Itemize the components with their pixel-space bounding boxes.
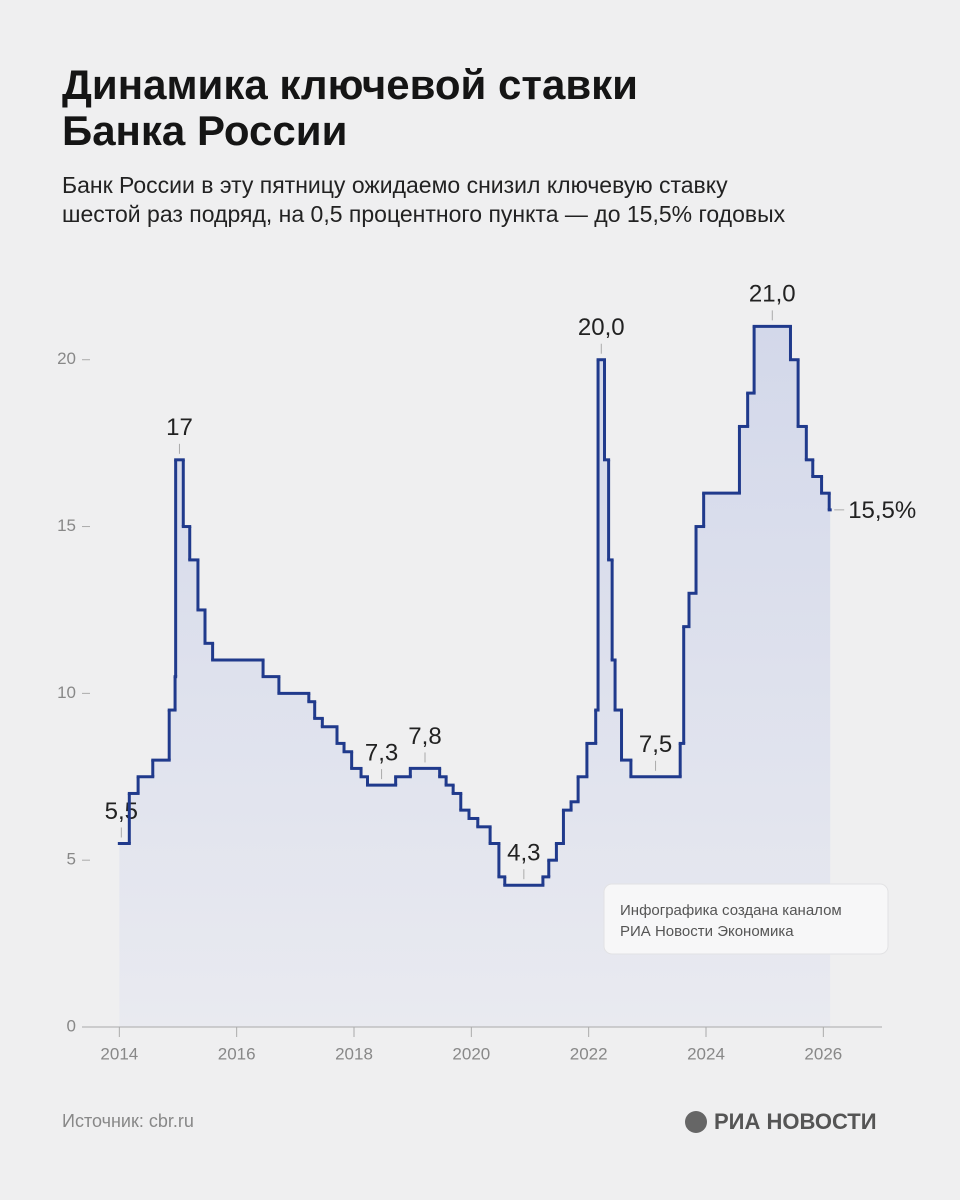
- value-label: 15,5%: [848, 497, 916, 524]
- y-tick-label: 5: [67, 850, 76, 869]
- x-tick-label: 2022: [570, 1044, 608, 1063]
- y-tick-label: 15: [57, 516, 76, 535]
- subtitle: Банк России в эту пятницу ожидаемо снизи…: [62, 172, 728, 198]
- value-label: 17: [166, 414, 193, 441]
- title: Банка России: [62, 107, 347, 154]
- x-tick-label: 2018: [335, 1044, 373, 1063]
- x-tick-label: 2016: [218, 1044, 256, 1063]
- logo: РИА НОВОСТИ: [714, 1109, 877, 1134]
- logo-icon: [685, 1111, 707, 1133]
- x-tick-label: 2026: [804, 1044, 842, 1063]
- source: Источник: cbr.ru: [62, 1111, 194, 1131]
- subtitle: шестой раз подряд, на 0,5 процентного пу…: [62, 201, 786, 227]
- value-label: 7,8: [408, 723, 441, 750]
- x-tick-label: 2024: [687, 1044, 725, 1063]
- plot: 0 5 10 15 20 2014 2016 2018 2020 2022 2024 2026 5,5 1…: [57, 281, 916, 1064]
- value-label: 7,3: [365, 739, 398, 766]
- value-label: 21,0: [749, 281, 796, 308]
- area-fill: [119, 326, 831, 1027]
- y-tick-label: 0: [67, 1016, 76, 1035]
- value-label: 7,5: [639, 731, 672, 758]
- x-tick-label: 2014: [100, 1044, 138, 1063]
- value-label: 20,0: [578, 314, 625, 341]
- y-tick-label: 20: [57, 349, 76, 368]
- title: Динамика ключевой ставки: [62, 61, 638, 108]
- note-box: [603, 883, 889, 955]
- y-tick-label: 10: [57, 683, 76, 702]
- value-label: 4,3: [507, 840, 540, 867]
- note: РИА Новости Экономика: [620, 923, 794, 940]
- note: Инфографика создана каналом: [620, 902, 842, 919]
- value-label: 5,5: [105, 798, 138, 825]
- x-tick-label: 2020: [452, 1044, 490, 1063]
